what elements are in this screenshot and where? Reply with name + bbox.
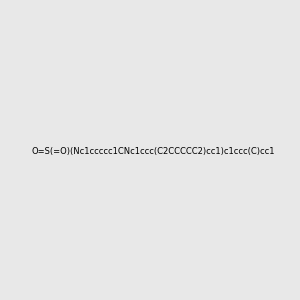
Text: O=S(=O)(Nc1ccccc1CNc1ccc(C2CCCCC2)cc1)c1ccc(C)cc1: O=S(=O)(Nc1ccccc1CNc1ccc(C2CCCCC2)cc1)c1… [32,147,275,156]
